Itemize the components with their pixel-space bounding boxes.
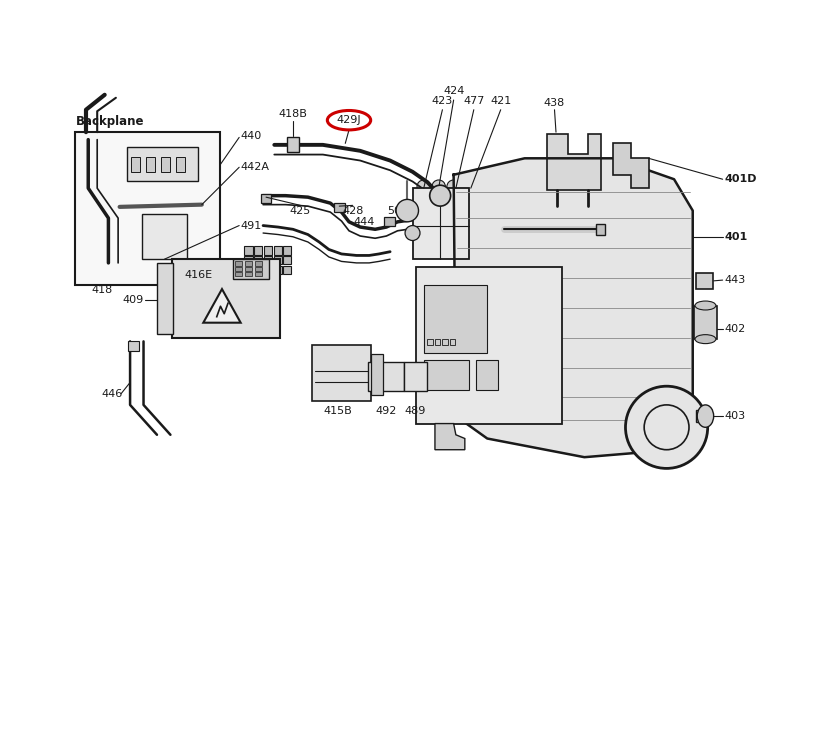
Text: 424: 424 [443, 86, 465, 96]
Text: 416E: 416E [184, 270, 213, 280]
Bar [176, 157, 185, 172]
Bar [146, 157, 155, 172]
Bar [245, 267, 252, 272]
Bar [142, 214, 186, 260]
Bar [235, 272, 242, 276]
Text: 402: 402 [725, 324, 746, 334]
Text: 442A: 442A [241, 162, 270, 172]
Bar [264, 256, 272, 265]
Ellipse shape [697, 405, 714, 427]
Bar [696, 410, 706, 422]
Bar [234, 260, 269, 279]
Bar [172, 260, 281, 338]
Circle shape [626, 386, 707, 469]
Bar [255, 272, 261, 276]
Bar [384, 217, 395, 226]
Text: 423: 423 [432, 96, 453, 106]
Text: 421: 421 [490, 96, 512, 106]
Bar [403, 362, 428, 392]
Bar [157, 263, 173, 334]
Bar [287, 137, 299, 152]
Bar [596, 224, 605, 235]
Text: 444: 444 [354, 217, 375, 227]
Bar [255, 262, 261, 266]
Circle shape [430, 185, 450, 206]
Text: 401: 401 [725, 232, 748, 242]
Bar [244, 256, 253, 265]
Text: 429J: 429J [337, 116, 361, 125]
Bar [412, 188, 469, 260]
Text: 438: 438 [543, 98, 565, 108]
Text: 446: 446 [102, 388, 123, 399]
Bar [696, 273, 713, 289]
Bar [128, 341, 139, 351]
Bar [423, 360, 469, 390]
Bar [476, 360, 498, 390]
Bar [235, 262, 242, 266]
Ellipse shape [695, 334, 716, 344]
Text: 440: 440 [241, 131, 262, 141]
Bar [423, 285, 487, 352]
Bar [255, 256, 262, 265]
Polygon shape [454, 158, 693, 458]
Text: 500: 500 [387, 206, 408, 216]
Bar [371, 354, 383, 395]
Bar [235, 267, 242, 272]
Bar [255, 267, 261, 272]
Polygon shape [203, 289, 241, 322]
Bar [450, 339, 455, 345]
Circle shape [405, 226, 420, 241]
Bar [435, 339, 440, 345]
Ellipse shape [695, 301, 716, 310]
Circle shape [432, 180, 445, 194]
Circle shape [447, 180, 460, 194]
Bar [428, 339, 433, 345]
Bar [264, 266, 272, 274]
Polygon shape [547, 134, 601, 190]
Text: 415B: 415B [323, 406, 352, 416]
Bar [274, 256, 281, 265]
Text: 409: 409 [123, 296, 144, 305]
Bar [131, 157, 139, 172]
Bar [244, 266, 253, 274]
Text: 477: 477 [463, 96, 485, 106]
Bar [255, 247, 262, 255]
Circle shape [417, 180, 430, 194]
Text: 492: 492 [375, 406, 396, 416]
Bar [264, 247, 272, 255]
Bar [244, 247, 253, 255]
Bar [334, 203, 344, 212]
Bar [127, 147, 198, 181]
Bar [245, 272, 252, 276]
Text: 491: 491 [241, 220, 262, 230]
Bar [283, 247, 291, 255]
Bar [160, 157, 170, 172]
Bar [255, 266, 262, 274]
Text: 403: 403 [725, 411, 746, 421]
Circle shape [396, 200, 418, 222]
Text: 428: 428 [342, 206, 364, 216]
Bar [368, 362, 403, 392]
Bar [443, 339, 448, 345]
Bar [274, 247, 281, 255]
Text: 425: 425 [290, 206, 311, 216]
Text: Backplane: Backplane [76, 116, 144, 128]
Bar [75, 132, 220, 285]
Text: 489: 489 [405, 406, 426, 416]
Polygon shape [435, 424, 465, 450]
Bar [245, 262, 252, 266]
Polygon shape [613, 143, 648, 188]
Text: 418: 418 [92, 285, 113, 296]
Text: 401D: 401D [725, 174, 758, 184]
Text: 443: 443 [725, 275, 746, 285]
Text: 418B: 418B [279, 110, 307, 119]
Bar [312, 345, 371, 401]
Bar [283, 266, 291, 274]
Bar [283, 256, 291, 265]
Bar [274, 266, 281, 274]
Bar [417, 267, 562, 424]
Bar [261, 194, 271, 203]
Bar [694, 305, 717, 339]
